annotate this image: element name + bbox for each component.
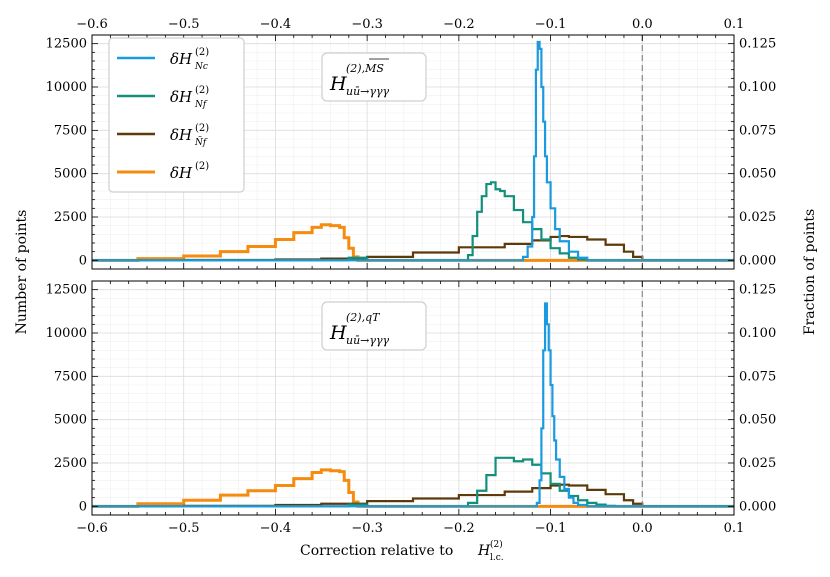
x-top-tick-label: 0.1 xyxy=(724,17,745,32)
y-tick-label: 5000 xyxy=(54,413,87,428)
legend-sub-Nc: Nc xyxy=(194,62,208,72)
annotation-bottom-main: H xyxy=(329,322,347,344)
y-right-tick-label: 0.050 xyxy=(739,167,776,182)
x-axis-title-main: Correction relative to xyxy=(300,543,453,559)
series-Nc-top xyxy=(92,40,734,262)
series-total-top xyxy=(92,223,734,262)
y-tick-label: 2500 xyxy=(54,210,87,225)
annotation-top: H (2),MS uū→γγγ xyxy=(321,52,427,102)
x-tick-label: 0.0 xyxy=(632,521,653,536)
annotation-bottom-sup: (2),qT xyxy=(346,311,381,324)
legend-sub-Nf: Nf xyxy=(194,100,208,110)
y-tick-label: 12500 xyxy=(46,37,87,52)
y-right-tick-label: 0.050 xyxy=(739,413,776,428)
legend-sup-Nc: (2) xyxy=(195,47,209,58)
annotation-top-main: H xyxy=(329,73,347,95)
x-axis-title: Correction relative to H (2) l.c. xyxy=(300,539,504,563)
y-right-tick-label: 0.100 xyxy=(739,326,776,341)
y-right-tick-label: 0.025 xyxy=(739,456,776,471)
x-tick-label: 0.1 xyxy=(724,521,745,536)
frame-top xyxy=(91,34,735,270)
y-tick-label: 12500 xyxy=(46,283,87,298)
annotation-top-sup: (2),MS xyxy=(346,62,384,75)
x-tick-label: −0.6 xyxy=(76,521,108,536)
y-tick-label: 7500 xyxy=(54,123,87,138)
series-total-bottom xyxy=(92,468,734,508)
x-top-tick-label: −0.4 xyxy=(260,17,292,32)
x-tick-label: −0.1 xyxy=(535,521,567,536)
x-tick-label: −0.4 xyxy=(260,521,292,536)
x-top-tick-label: −0.1 xyxy=(535,17,567,32)
x-top-tick-label: −0.2 xyxy=(443,17,475,32)
series-Nf-top xyxy=(92,181,734,262)
series-layer-bottom xyxy=(92,302,734,508)
x-top-tick-label: −0.3 xyxy=(351,17,383,32)
y-right-tick-label: 0.000 xyxy=(739,253,776,268)
legend-sup-Nft: (2) xyxy=(195,123,209,134)
y-tick-label: 5000 xyxy=(54,167,87,182)
annotation-bottom: H (2),qT uū→γγγ xyxy=(321,301,427,351)
x-tick-label: −0.2 xyxy=(443,521,475,536)
y-axis-title: Number of points xyxy=(14,210,30,335)
frame-bottom xyxy=(91,280,735,516)
legend-label-Nc: δH xyxy=(170,50,193,68)
x-axis-title-sup: (2) xyxy=(490,539,503,550)
x-top-tick-label: −0.6 xyxy=(76,17,108,32)
y-right-tick-label: 0.100 xyxy=(739,80,776,95)
series-Nc-bottom xyxy=(92,302,734,508)
y-tick-label: 0 xyxy=(79,253,87,268)
x-axis-title-sym: H xyxy=(477,543,491,559)
y-right-tick-label: 0.075 xyxy=(739,123,776,138)
legend-label-Nf: δH xyxy=(170,88,193,106)
y-right-tick-label: 0.025 xyxy=(739,210,776,225)
x-axis-title-sub: l.c. xyxy=(490,553,504,563)
y-tick-label: 10000 xyxy=(46,80,87,95)
legend-sup-Nf: (2) xyxy=(195,85,209,96)
legend-sup-total: (2) xyxy=(195,161,209,172)
y-axis-right-title: Fraction of points xyxy=(802,209,818,335)
ticks-bottom: 0 0.000 2500 0.025 5000 0.050 7500 0.075 10000 0.… xyxy=(46,281,776,536)
y-tick-label: 2500 xyxy=(54,456,87,471)
y-tick-label: 0 xyxy=(79,499,87,514)
legend-label-Nft: δH xyxy=(170,126,193,144)
y-right-tick-label: 0.000 xyxy=(739,499,776,514)
series-layer-top xyxy=(92,40,734,262)
x-tick-label: −0.5 xyxy=(168,521,200,536)
x-tick-label: −0.3 xyxy=(351,521,383,536)
y-right-tick-label: 0.125 xyxy=(739,283,776,298)
legend-label-total: δH xyxy=(170,164,193,182)
x-top-tick-label: −0.5 xyxy=(168,17,200,32)
y-right-tick-label: 0.125 xyxy=(739,37,776,52)
y-tick-label: 10000 xyxy=(46,326,87,341)
y-right-tick-label: 0.075 xyxy=(739,369,776,384)
legend-sub-Nft: Ñf xyxy=(194,136,208,148)
x-top-tick-label: 0.0 xyxy=(632,17,653,32)
annotation-bottom-sub: uū→γγγ xyxy=(346,334,390,347)
ticks-top: 0 0.000 2500 0.025 5000 0.050 7500 0.075 10000 0.… xyxy=(46,17,776,269)
series-Nft-bottom xyxy=(92,483,734,508)
y-tick-label: 7500 xyxy=(54,369,87,384)
annotation-top-sub: uū→γγγ xyxy=(346,85,390,98)
